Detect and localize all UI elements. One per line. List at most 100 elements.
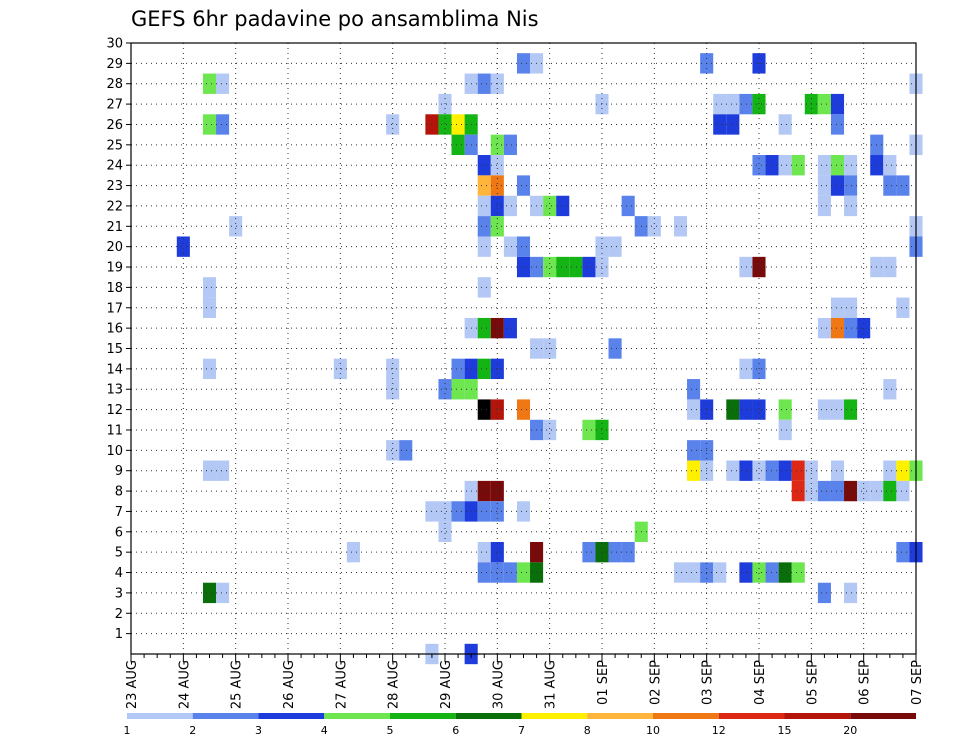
cell-m23-s27 [477,175,491,196]
cell-m23-s28 [490,175,504,196]
y-tick-label: 8 [115,485,123,500]
y-tick-label: 30 [106,37,123,52]
cell-m12-s47 [739,399,753,420]
x-tick-label: 31 AUG [544,660,559,709]
x-tick-label: 05 SEP [805,660,820,705]
cell-m9-s50 [778,460,792,481]
cell-m17-s55 [844,297,858,318]
x-tick-label: 23 AUG [125,660,140,709]
cell-m8-s28 [490,480,504,502]
cell-m7-s30 [516,501,531,522]
cell-m24-s50 [778,155,792,176]
cell-m26-s24 [438,114,452,135]
y-tick-label: 15 [106,342,123,357]
cell-m25-s29 [503,134,517,156]
y-tick-label: 24 [106,159,123,174]
cell-m19-s30 [516,256,531,278]
cell-m5-s38 [621,541,635,563]
cell-m3-s55 [844,582,858,604]
y-tick-label: 11 [106,423,123,438]
y-tick-label: 2 [115,607,123,622]
cell-m26-s6 [202,114,217,135]
cell-m9-s46 [726,460,740,481]
cell-m10-s20 [386,440,400,461]
cell-m17-s54 [830,297,845,318]
y-tick-label: 27 [106,98,123,113]
cell-m27-s54 [830,93,845,115]
cell-m29-s30 [516,53,531,74]
cell-m4-s51 [791,562,805,583]
cell-m13-s20 [386,379,400,400]
cell-m24-s55 [844,155,858,176]
cell-m24-s49 [765,155,779,176]
cell-m26-s46 [726,114,740,135]
cell-m12-s27 [477,399,491,420]
y-tick-label: 25 [106,138,123,153]
cell-m23-s54 [830,175,845,196]
cell-m12-s54 [830,399,845,420]
cell-m5-s35 [582,541,596,563]
cell-m18-s27 [477,277,491,298]
y-tick-label: 28 [106,77,123,92]
cell-m23-s30 [516,175,531,196]
cell-m4-s49 [765,562,779,583]
cell-m14-s25 [451,358,465,380]
cell-m20-s30 [516,236,531,257]
cell-m5-s28 [490,541,504,563]
cell-m19-s35 [582,256,596,278]
cell-m20-s4 [176,236,190,257]
cell-m26-s25 [451,114,465,135]
legend-swatch [784,713,851,719]
x-tick-label: 01 SEP [596,660,611,705]
cell-m10-s21 [399,440,413,461]
cell-m4-s28 [490,562,504,583]
cell-m9-s6 [202,460,217,481]
cell-m4-s45 [713,562,727,583]
cell-m22-s55 [844,195,858,217]
cell-m5-s17 [346,541,360,563]
legend-label: 4 [321,724,328,737]
cell-m19-s33 [556,256,570,278]
cell-m16-s27 [477,317,491,339]
cell-m26-s20 [386,114,400,135]
legend-swatch [192,713,259,719]
y-tick-label: 4 [115,566,123,581]
legend-label: 6 [452,724,459,737]
legend-swatch [521,713,588,719]
cell-m28-s6 [202,73,217,94]
legend-swatch [587,713,653,719]
cell-m23-s55 [844,175,858,196]
x-axis: 23 AUG 24 AUG 25 AUG 26 AUG 27 AUG 28 AUG 29 A… [125,654,925,709]
cell-m11-s50 [778,419,792,441]
cell-m9-s7 [216,460,230,481]
cell-m19-s34 [569,256,583,278]
legend-label: 8 [584,724,591,737]
cell-m12-s28 [490,399,504,420]
legend-label: 15 [778,724,792,737]
cell-m3-s6 [202,582,217,604]
y-tick-label: 14 [106,362,123,377]
y-tick-label: 18 [106,281,123,296]
cell-m8-s55 [844,480,858,502]
cell-m12-s53 [817,399,831,420]
y-tick-label: 9 [115,464,123,479]
cell-m20-s27 [477,236,491,257]
cell-m12-s50 [778,399,792,420]
cell-m12-s30 [516,399,531,420]
cell-m16-s29 [503,317,517,339]
cell-m9-s49 [765,460,779,481]
cell-m19-s47 [739,256,753,278]
cell-m19-s32 [543,256,557,278]
cell-m5-s37 [608,541,622,563]
legend-label: 12 [712,724,726,737]
cell-m26-s54 [830,114,845,135]
cell-m27-s47 [739,93,753,115]
y-tick-label: 12 [106,403,123,418]
cell-m25-s28 [490,134,504,156]
y-tick-label: 6 [115,525,123,540]
cell-m7-s28 [490,501,504,522]
y-tick-label: 23 [106,179,123,194]
cell-m22-s28 [490,195,504,217]
y-tick-label: 21 [106,220,123,235]
cell-m8-s54 [830,480,845,502]
